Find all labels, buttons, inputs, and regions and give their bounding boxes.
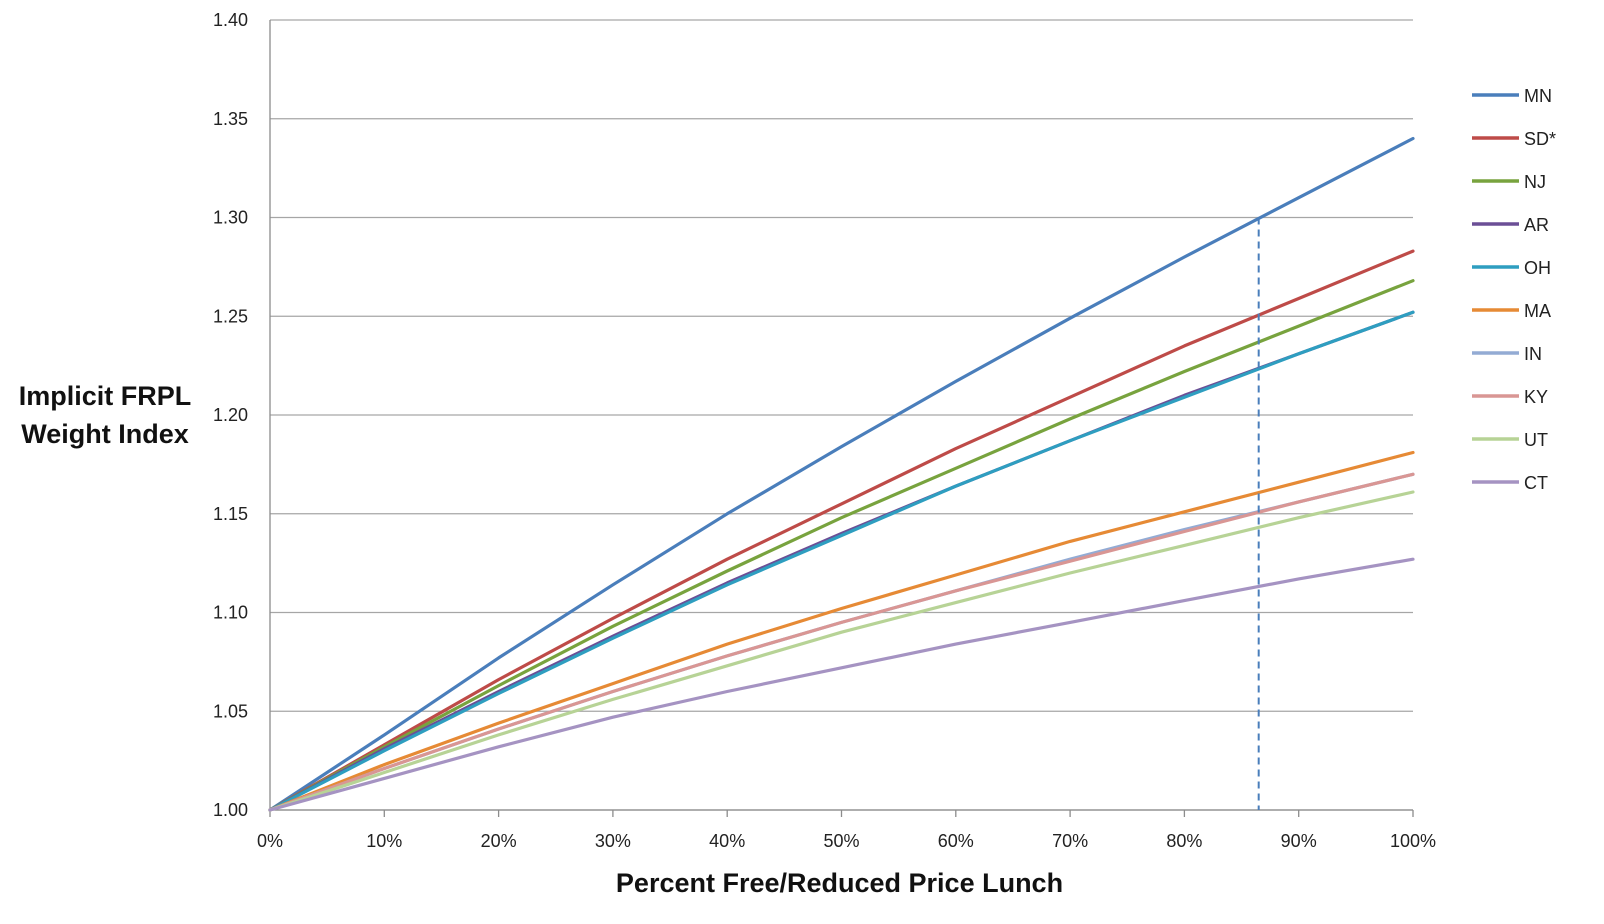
legend-label: IN <box>1524 344 1542 364</box>
x-tick-label: 50% <box>823 831 859 851</box>
legend-label: KY <box>1524 387 1548 407</box>
x-tick-label: 70% <box>1052 831 1088 851</box>
series-line-oh <box>268 310 1415 812</box>
y-tick-label: 1.30 <box>213 208 248 228</box>
legend: MN SD* NJ AR OH MA IN KY UT CT <box>1472 86 1556 493</box>
series-line-nj <box>268 279 1415 812</box>
series-lines <box>268 136 1415 812</box>
x-tick-label: 60% <box>938 831 974 851</box>
gridlines <box>270 19 1413 811</box>
y-tick-label: 1.10 <box>213 603 248 623</box>
series-line-ut <box>268 490 1415 812</box>
series-line-ky <box>268 472 1415 812</box>
series-line-ct <box>268 557 1415 812</box>
series-line-ma <box>268 450 1415 812</box>
y-tick-label: 1.05 <box>213 701 248 721</box>
legend-label: MN <box>1524 86 1552 106</box>
x-tick-label: 90% <box>1281 831 1317 851</box>
x-tick-label: 20% <box>481 831 517 851</box>
y-tick-label: 1.35 <box>213 109 248 129</box>
x-tick-label: 30% <box>595 831 631 851</box>
series-line-mn <box>268 136 1415 812</box>
series-line-ar <box>268 310 1415 812</box>
legend-label: NJ <box>1524 172 1546 192</box>
legend-label: CT <box>1524 473 1548 493</box>
x-tick-label: 0% <box>257 831 283 851</box>
x-tick-label: 80% <box>1166 831 1202 851</box>
y-tick-label: 1.40 <box>213 10 248 30</box>
y-axis-title: Weight Index <box>21 419 189 449</box>
y-tick-label: 1.20 <box>213 405 248 425</box>
x-tick-label: 10% <box>366 831 402 851</box>
y-tick-label: 1.00 <box>213 800 248 820</box>
legend-label: MA <box>1524 301 1551 321</box>
legend-label: SD* <box>1524 129 1556 149</box>
y-tick-label: 1.25 <box>213 306 248 326</box>
y-axis-title: Implicit FRPL <box>19 381 192 411</box>
y-tick-label: 1.15 <box>213 504 248 524</box>
legend-label: AR <box>1524 215 1549 235</box>
x-tick-label: 100% <box>1390 831 1436 851</box>
x-tick-label: 40% <box>709 831 745 851</box>
series-line-sd <box>268 249 1415 812</box>
series-line-in <box>268 472 1415 812</box>
legend-label: UT <box>1524 430 1548 450</box>
x-axis-title: Percent Free/Reduced Price Lunch <box>616 868 1063 898</box>
legend-label: OH <box>1524 258 1551 278</box>
